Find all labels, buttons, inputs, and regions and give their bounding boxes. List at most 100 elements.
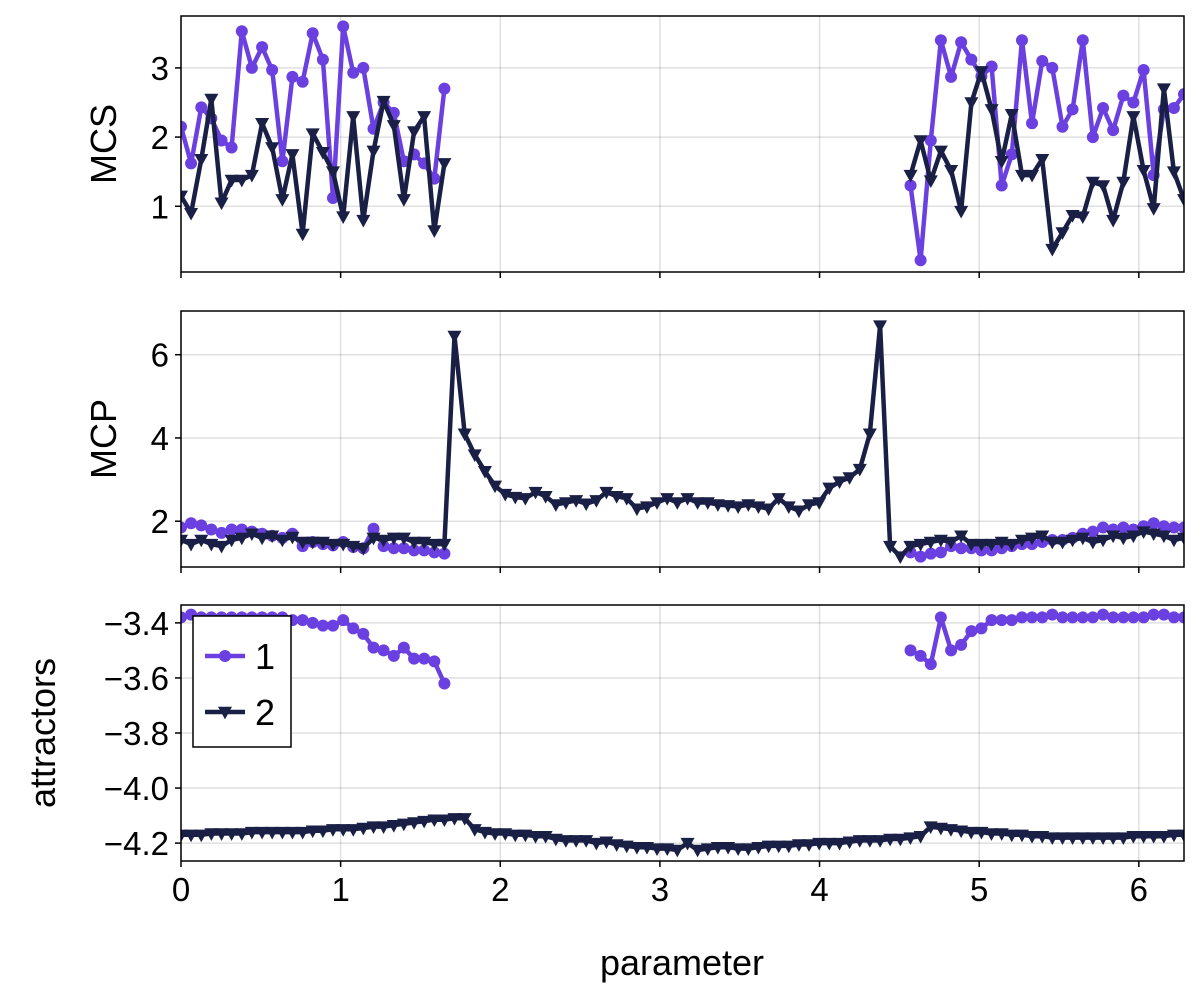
data-point [1086, 611, 1099, 624]
data-point [224, 174, 239, 188]
data-point [447, 330, 462, 344]
data-point [1026, 611, 1039, 624]
data-point [1097, 521, 1110, 534]
data-point [417, 536, 432, 550]
data-point [457, 428, 472, 442]
data-point [862, 428, 877, 442]
data-point [1127, 96, 1140, 109]
plot-area [181, 320, 1184, 564]
data-point [934, 546, 947, 559]
data-point [1046, 61, 1059, 74]
data-point [842, 472, 857, 485]
data-point [1156, 830, 1171, 844]
data-point [985, 60, 998, 73]
data-point [751, 841, 766, 855]
data-point [265, 826, 280, 840]
plot-area [181, 20, 1184, 267]
data-point [518, 493, 533, 506]
data-point [955, 542, 968, 555]
data-point [965, 625, 978, 638]
data-point [862, 835, 877, 848]
data-point [265, 142, 280, 155]
data-point [1065, 210, 1080, 223]
legend-swatch-marker [219, 650, 231, 662]
data-point [955, 36, 968, 49]
data-point [265, 530, 280, 544]
data-point [418, 544, 431, 557]
data-point [812, 497, 827, 510]
data-point [1026, 117, 1039, 130]
data-point [234, 828, 249, 841]
data-point [995, 179, 1008, 192]
data-point [266, 63, 279, 76]
data-point [1157, 520, 1170, 533]
data-point [741, 499, 756, 512]
data-point [1156, 83, 1171, 96]
data-point [934, 611, 947, 624]
data-point [1066, 611, 1079, 624]
data-point [235, 25, 248, 38]
data-point [285, 531, 300, 545]
data-point [965, 53, 978, 66]
data-point [467, 449, 482, 462]
data-point [994, 156, 1009, 169]
data-point [1126, 111, 1141, 124]
data-point [387, 542, 400, 555]
data-point [408, 652, 421, 665]
data-point [1166, 829, 1181, 843]
data-point [781, 501, 796, 514]
data-point [923, 821, 938, 834]
data-point [1116, 176, 1131, 190]
data-point [945, 644, 958, 657]
data-point [822, 837, 837, 851]
data-point [1014, 534, 1029, 548]
data-point [852, 835, 867, 848]
data-point [974, 66, 989, 79]
series-1 [181, 20, 1184, 267]
data-point [1117, 521, 1130, 534]
data-point [185, 517, 198, 530]
data-point [397, 641, 410, 654]
y-tick-label: −3.8 [104, 715, 169, 752]
data-point [285, 826, 300, 840]
data-point [1005, 614, 1018, 627]
data-point [1177, 829, 1184, 843]
data-point [1166, 534, 1181, 548]
data-point [761, 503, 776, 517]
data-point [954, 530, 969, 544]
data-point [275, 826, 290, 840]
data-point [1178, 611, 1184, 624]
data-point [367, 641, 380, 654]
data-point [225, 141, 238, 154]
data-point [316, 53, 329, 66]
data-point [721, 841, 736, 855]
data-point [305, 825, 320, 839]
series-1 [181, 608, 1184, 690]
data-point [1156, 530, 1171, 544]
data-point [256, 41, 269, 54]
data-point [1178, 88, 1184, 101]
data-point [286, 70, 299, 83]
data-point [296, 75, 309, 88]
data-point [924, 547, 937, 560]
data-point [629, 841, 644, 855]
data-point [955, 638, 968, 651]
data-point [1146, 203, 1161, 216]
data-point [418, 652, 431, 665]
data-point [184, 207, 199, 221]
series-2 [181, 320, 1184, 564]
data-point [428, 655, 441, 668]
x-tick-label: 4 [810, 871, 828, 908]
data-point [650, 497, 665, 510]
data-point [477, 826, 492, 840]
data-point [1086, 131, 1099, 144]
data-point [305, 536, 320, 550]
y-tick-label: −3.6 [104, 660, 169, 697]
data-point [1096, 534, 1111, 548]
data-point [771, 840, 786, 854]
data-point [315, 536, 330, 550]
data-point [1127, 611, 1140, 624]
data-point [690, 497, 705, 510]
data-point [397, 542, 410, 555]
